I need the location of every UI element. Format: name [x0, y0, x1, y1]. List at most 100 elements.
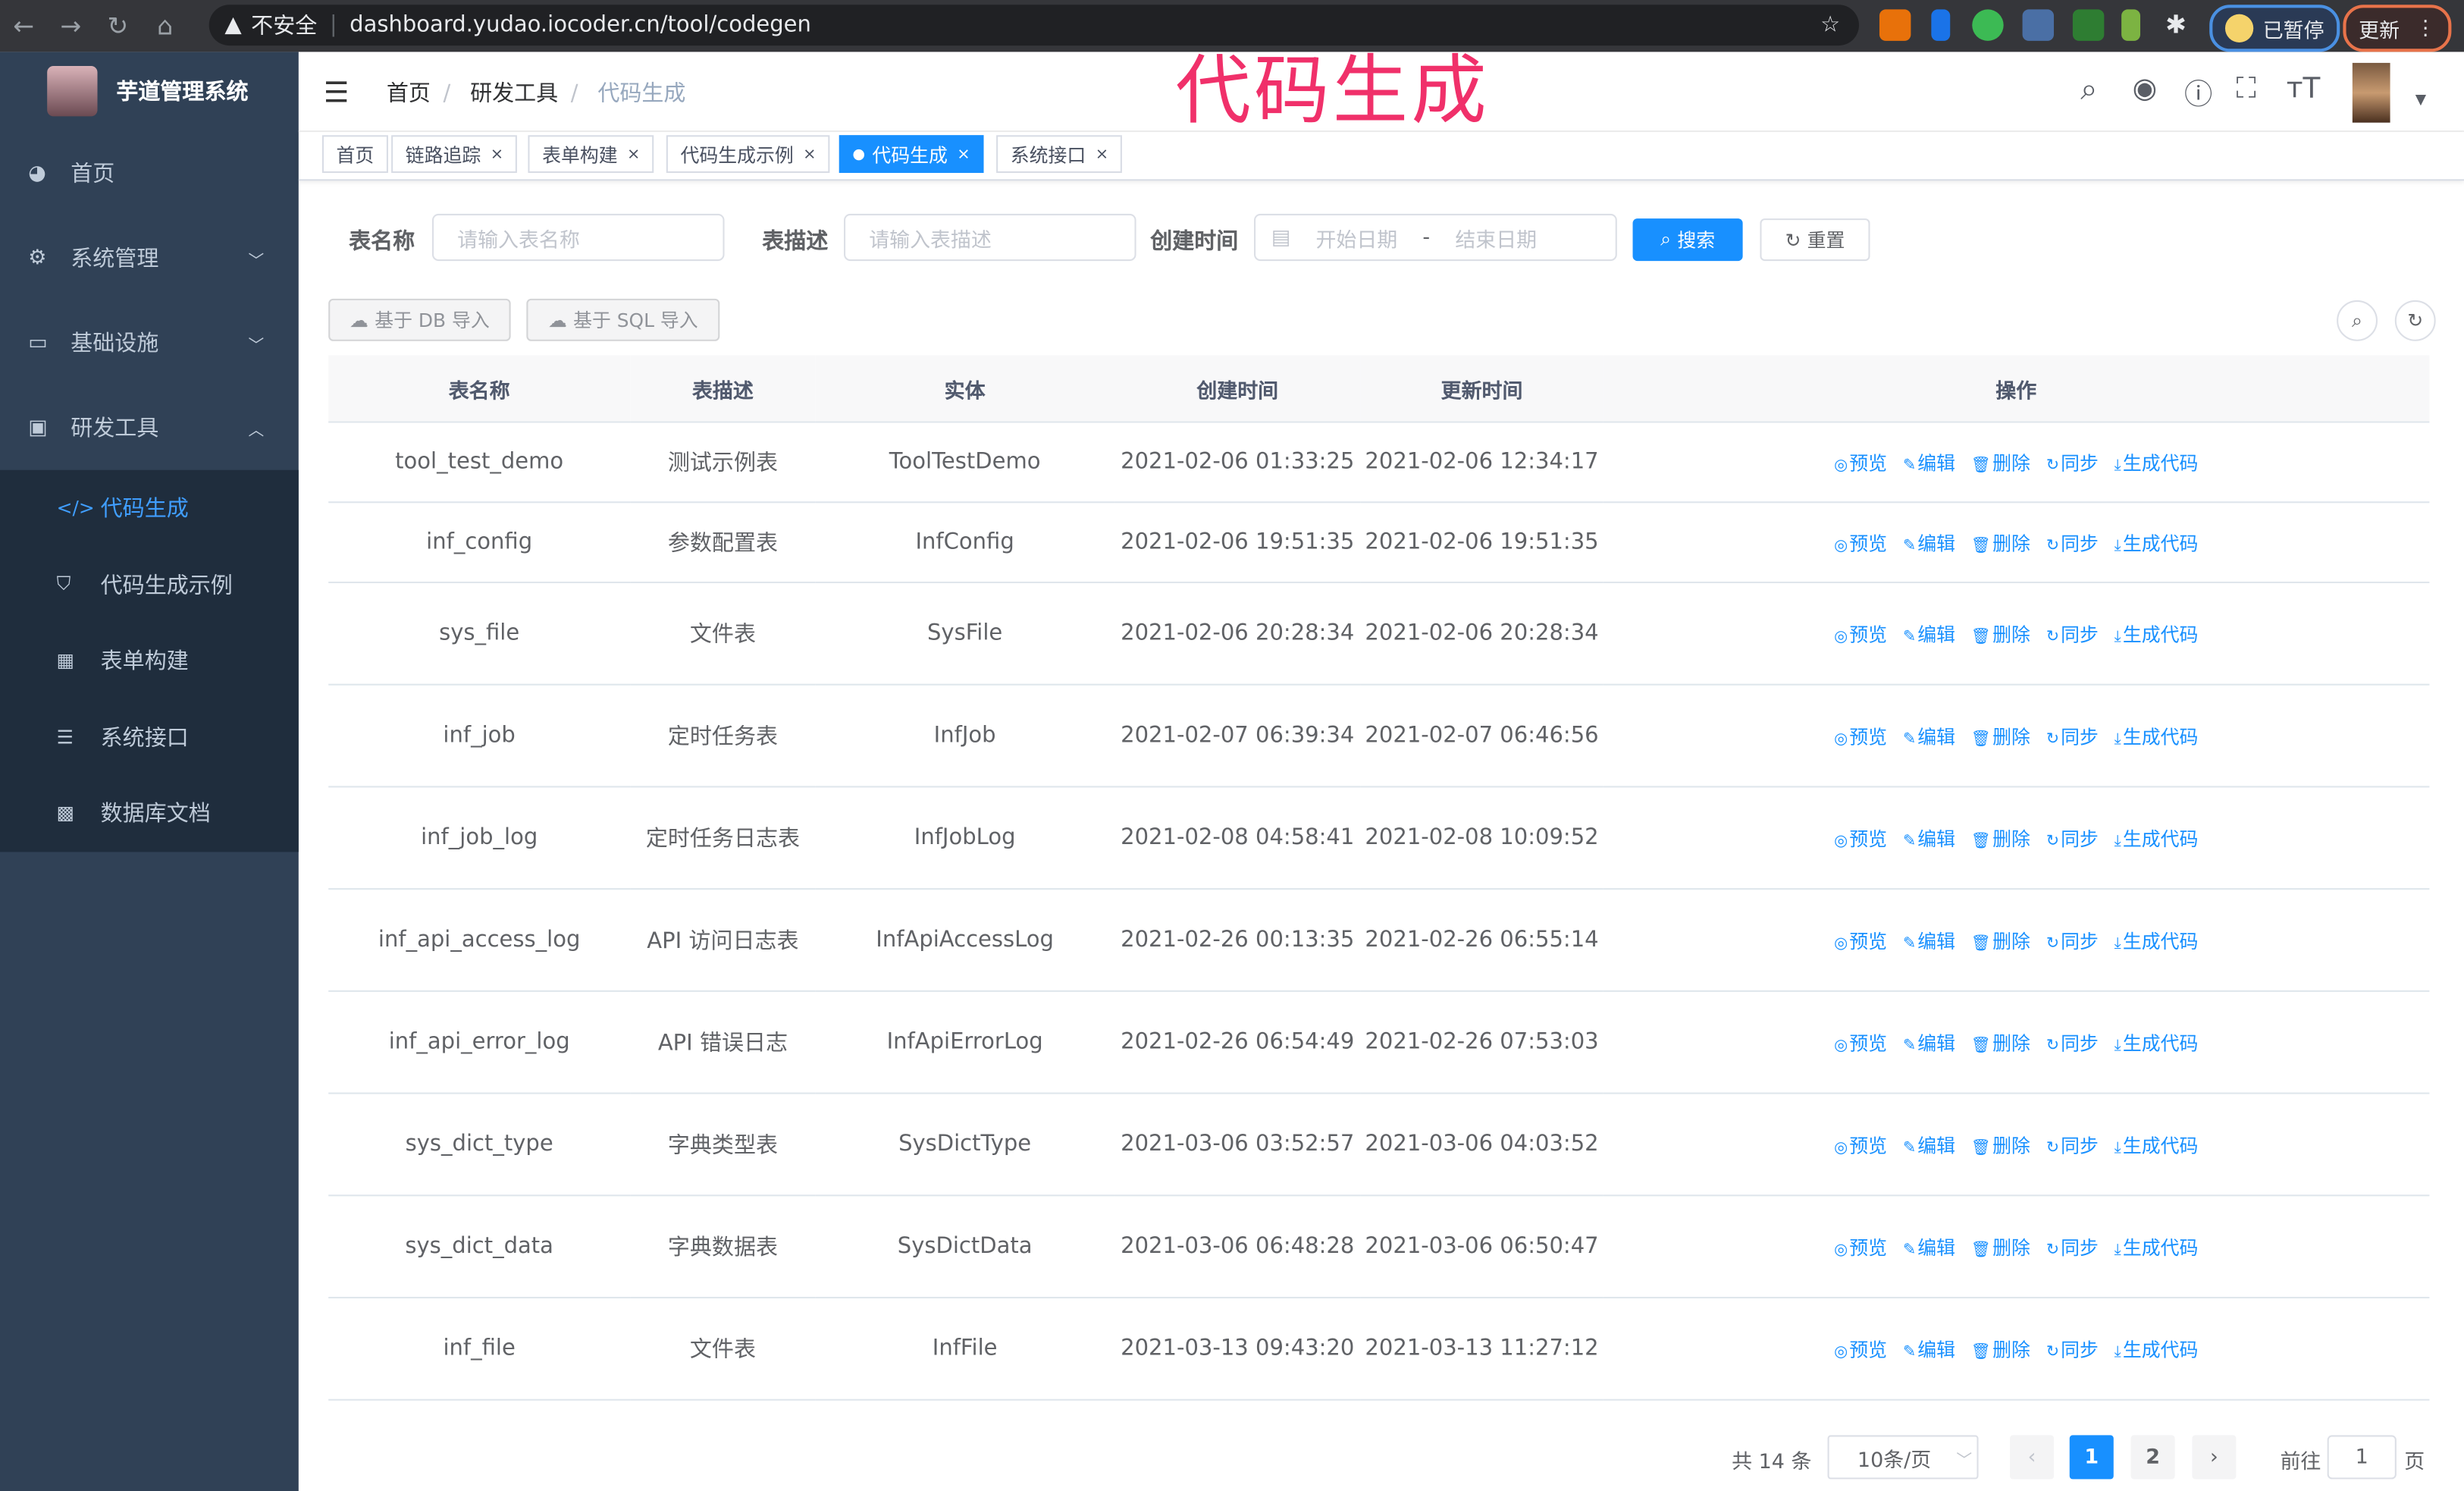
sidebar-item-infra[interactable]: ▭ 基础设施 ﹀: [0, 300, 299, 385]
action-2-button[interactable]: 🗑 删除: [1971, 1236, 2030, 1258]
extension-icon[interactable]: [2022, 9, 2055, 41]
avatar[interactable]: [2352, 62, 2390, 123]
table-desc-input[interactable]: 请输入表描述: [844, 213, 1136, 262]
tab-home[interactable]: 首页: [321, 135, 388, 173]
next-page-button[interactable]: ›: [2192, 1435, 2237, 1480]
tab-swagger[interactable]: 系统接口 ×: [996, 135, 1123, 173]
action-1-button[interactable]: ✎ 编辑: [1903, 1339, 1955, 1361]
sidebar-item-codegen[interactable]: </> 代码生成: [0, 470, 299, 547]
action-1-button[interactable]: ✎ 编辑: [1903, 930, 1955, 952]
fullscreen-icon[interactable]: ⛶: [2236, 72, 2256, 105]
action-0-button[interactable]: ◎ 预览: [1834, 827, 1887, 849]
action-3-button[interactable]: ↻ 同步: [2046, 726, 2099, 748]
action-3-button[interactable]: ↻ 同步: [2046, 1339, 2099, 1361]
extension-icon[interactable]: [1879, 9, 1911, 41]
prev-page-button[interactable]: ‹: [2009, 1435, 2055, 1480]
extension-icon[interactable]: [2072, 9, 2105, 41]
hamburger-icon[interactable]: ☰: [323, 77, 350, 111]
github-icon[interactable]: ◉: [2132, 72, 2158, 105]
action-1-button[interactable]: ✎ 编辑: [1903, 452, 1955, 474]
action-1-button[interactable]: ✎ 编辑: [1903, 827, 1955, 849]
action-0-button[interactable]: ◎ 预览: [1834, 1134, 1887, 1156]
action-0-button[interactable]: ◎ 预览: [1834, 623, 1887, 645]
sidebar-item-db-doc[interactable]: ▩ 数据库文档: [0, 775, 299, 852]
extension-icon[interactable]: [1972, 9, 2004, 41]
action-2-button[interactable]: 🗑 删除: [1971, 452, 2030, 474]
action-0-button[interactable]: ◎ 预览: [1834, 1236, 1887, 1258]
close-icon[interactable]: ×: [1095, 145, 1109, 163]
action-4-button[interactable]: ⤓ 生成代码: [2114, 623, 2199, 645]
profile-paused-button[interactable]: 已暂停: [2209, 5, 2340, 52]
import-db-button[interactable]: ☁ 基于 DB 导入: [328, 298, 511, 341]
home-icon[interactable]: ⌂: [157, 11, 174, 41]
tab-codegen-demo[interactable]: 代码生成示例 ×: [666, 135, 831, 173]
goto-page-input[interactable]: 1: [2327, 1435, 2397, 1480]
toggle-search-button[interactable]: ⌕: [2337, 300, 2378, 341]
action-1-button[interactable]: ✎ 编辑: [1903, 1032, 1955, 1054]
action-2-button[interactable]: 🗑 删除: [1971, 623, 2030, 645]
action-3-button[interactable]: ↻ 同步: [2046, 930, 2099, 952]
breadcrumb-item[interactable]: 研发工具: [470, 81, 559, 107]
action-3-button[interactable]: ↻ 同步: [2046, 623, 2099, 645]
bookmark-star-icon[interactable]: ☆: [1820, 12, 1841, 38]
action-2-button[interactable]: 🗑 删除: [1971, 1032, 2030, 1054]
extension-icon[interactable]: [1931, 9, 1951, 41]
action-1-button[interactable]: ✎ 编辑: [1903, 623, 1955, 645]
action-1-button[interactable]: ✎ 编辑: [1903, 532, 1955, 554]
sidebar-item-home[interactable]: ◕ 首页: [0, 130, 299, 215]
action-4-button[interactable]: ⤓ 生成代码: [2114, 726, 2199, 748]
close-icon[interactable]: ×: [803, 145, 817, 163]
page-size-select[interactable]: 10条/页 ﹀: [1827, 1435, 1979, 1480]
tab-trace[interactable]: 链路追踪 ×: [391, 135, 518, 173]
action-4-button[interactable]: ⤓ 生成代码: [2114, 1134, 2199, 1156]
reset-button[interactable]: ↻ 重置: [1760, 218, 1870, 262]
action-2-button[interactable]: 🗑 删除: [1971, 726, 2030, 748]
action-0-button[interactable]: ◎ 预览: [1834, 726, 1887, 748]
action-4-button[interactable]: ⤓ 生成代码: [2114, 827, 2199, 849]
action-4-button[interactable]: ⤓ 生成代码: [2114, 1339, 2199, 1361]
back-icon[interactable]: ←: [13, 11, 34, 41]
update-button[interactable]: 更新 ⋮: [2343, 5, 2452, 52]
close-icon[interactable]: ×: [957, 145, 970, 163]
date-range-picker[interactable]: ▤ 开始日期 - 结束日期: [1254, 213, 1617, 262]
action-1-button[interactable]: ✎ 编辑: [1903, 1236, 1955, 1258]
action-4-button[interactable]: ⤓ 生成代码: [2114, 930, 2199, 952]
action-3-button[interactable]: ↻ 同步: [2046, 827, 2099, 849]
action-0-button[interactable]: ◎ 预览: [1834, 532, 1887, 554]
action-1-button[interactable]: ✎ 编辑: [1903, 1134, 1955, 1156]
sidebar-item-form-build[interactable]: ▦ 表单构建: [0, 623, 299, 699]
import-sql-button[interactable]: ☁ 基于 SQL 导入: [526, 298, 720, 341]
page-2-button[interactable]: 2: [2130, 1435, 2175, 1480]
action-0-button[interactable]: ◎ 预览: [1834, 452, 1887, 474]
table-name-input[interactable]: 请输入表名称: [431, 213, 725, 262]
sidebar-item-system[interactable]: ⚙ 系统管理 ﹀: [0, 215, 299, 300]
start-date-input[interactable]: 开始日期: [1315, 228, 1398, 253]
reload-icon[interactable]: ↻: [107, 11, 129, 41]
action-0-button[interactable]: ◎ 预览: [1834, 1032, 1887, 1054]
help-icon[interactable]: ⓘ: [2184, 78, 2213, 112]
action-4-button[interactable]: ⤓ 生成代码: [2114, 452, 2199, 474]
end-date-input[interactable]: 结束日期: [1455, 228, 1538, 253]
search-button[interactable]: ⌕ 搜索: [1632, 218, 1743, 262]
tab-codegen[interactable]: 代码生成 ×: [839, 135, 985, 173]
extension-icon[interactable]: [2121, 9, 2141, 41]
action-3-button[interactable]: ↻ 同步: [2046, 452, 2099, 474]
address-bar[interactable]: ▲ 不安全 | dashboard.yudao.iocoder.cn/tool/…: [208, 5, 1860, 46]
puzzle-icon[interactable]: ✱: [2165, 9, 2187, 39]
action-3-button[interactable]: ↻ 同步: [2046, 1032, 2099, 1054]
sidebar-item-swagger[interactable]: ☰ 系统接口: [0, 698, 299, 775]
avatar-dropdown-icon[interactable]: ▼: [2415, 93, 2427, 109]
refresh-table-button[interactable]: ↻: [2394, 300, 2436, 341]
close-icon[interactable]: ×: [490, 145, 504, 163]
action-2-button[interactable]: 🗑 删除: [1971, 930, 2030, 952]
close-icon[interactable]: ×: [627, 145, 641, 163]
action-4-button[interactable]: ⤓ 生成代码: [2114, 532, 2199, 554]
app-logo[interactable]: 芋道管理系统: [0, 52, 299, 130]
action-0-button[interactable]: ◎ 预览: [1834, 1339, 1887, 1361]
action-4-button[interactable]: ⤓ 生成代码: [2114, 1032, 2199, 1054]
breadcrumb-item[interactable]: 首页: [386, 81, 431, 107]
action-1-button[interactable]: ✎ 编辑: [1903, 726, 1955, 748]
sidebar-item-codegen-demo[interactable]: ⛉ 代码生成示例: [0, 546, 299, 623]
action-2-button[interactable]: 🗑 删除: [1971, 1134, 2030, 1156]
action-2-button[interactable]: 🗑 删除: [1971, 1339, 2030, 1361]
